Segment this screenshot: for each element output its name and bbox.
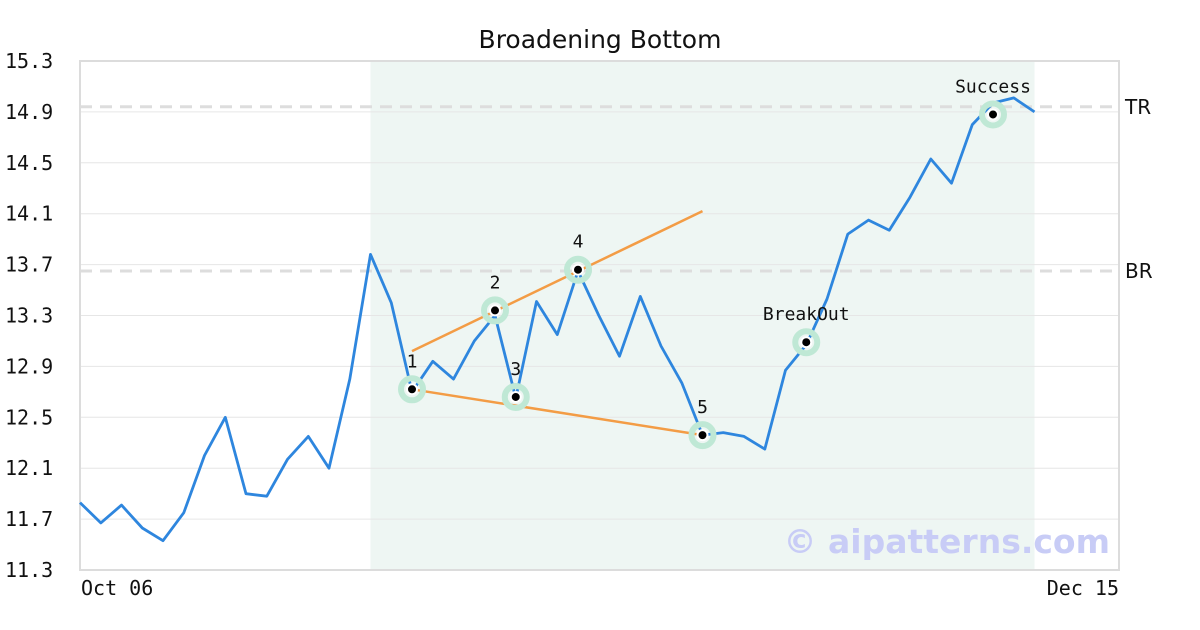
marker-dot <box>406 383 418 396</box>
marker-halo <box>481 296 509 325</box>
trendlines <box>411 210 704 437</box>
annotations: 1 2 3 4 5 BreakOut Success <box>398 76 1031 450</box>
marker-dot <box>509 390 522 403</box>
y-tick-label: 12.9 <box>5 354 53 378</box>
y-tick-label: 14.5 <box>5 151 53 175</box>
annotation-label: Success <box>955 76 1031 97</box>
annotation-label: 5 <box>697 397 708 418</box>
x-tick-label: Oct 06 <box>81 576 153 600</box>
trendline <box>411 210 704 353</box>
trendline <box>411 388 703 437</box>
y-tick-label: 11.7 <box>5 507 53 531</box>
y-tick-label: 13.7 <box>5 253 53 277</box>
y-tick-label: 11.3 <box>5 558 53 582</box>
y-axis-ticks: 11.3 11.7 12.1 12.5 12.9 13.3 13.7 14.1 14.5 14.9… <box>5 49 53 582</box>
price-line <box>79 96 1036 543</box>
chart-title: Broadening Bottom <box>479 25 722 54</box>
marker-dot <box>696 429 709 442</box>
y-tick-label: 12.5 <box>5 405 53 429</box>
y-tick-label: 14.9 <box>5 100 53 124</box>
annotation-label: 4 <box>573 232 584 253</box>
x-tick-label: Dec 15 <box>1047 576 1119 600</box>
annotation-label: 1 <box>407 351 418 372</box>
marker-halo <box>979 100 1007 129</box>
marker-halo <box>792 328 821 357</box>
y-tick-label: 14.1 <box>5 202 53 226</box>
marker-dot <box>987 108 999 121</box>
marker-halo <box>564 255 592 284</box>
x-axis-ticks: Oct 06 Dec 15 <box>81 576 1119 600</box>
y-tick-label: 12.1 <box>5 456 53 480</box>
watermark: © aipatterns.com <box>784 522 1110 561</box>
marker-halo <box>688 421 717 450</box>
reference-line-label: TR <box>1124 95 1151 119</box>
annotation-label: 2 <box>490 272 501 293</box>
marker-halo <box>501 382 530 411</box>
annotation-label: BreakOut <box>763 304 850 325</box>
y-tick-label: 13.3 <box>5 304 53 328</box>
plot-frame <box>79 60 1120 571</box>
annotation-label: 3 <box>510 359 521 380</box>
y-tick-label: 15.3 <box>5 49 53 73</box>
marker-dot <box>800 336 813 349</box>
reference-line-label: BR <box>1125 259 1153 283</box>
marker-dot <box>572 263 584 276</box>
marker-halo <box>398 375 426 404</box>
marker-dot <box>489 304 501 317</box>
price-series <box>79 96 1036 543</box>
reference-lines: TR BR <box>80 95 1153 283</box>
